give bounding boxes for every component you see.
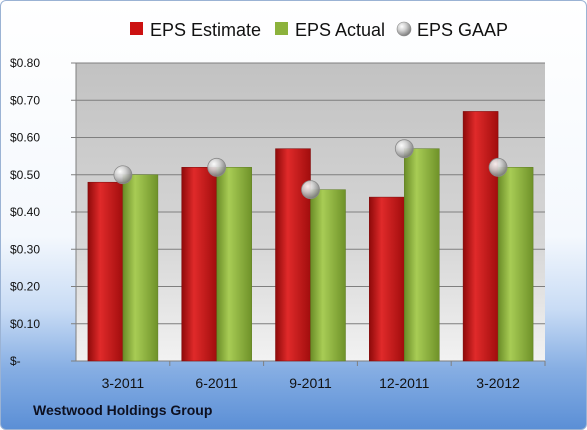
y-tick-label: $0.20 (10, 280, 40, 294)
legend-swatch (275, 22, 288, 35)
bar-eps-estimate (369, 196, 405, 362)
marker-eps-gaap (488, 157, 508, 177)
marker-eps-gaap (207, 157, 227, 177)
marker-eps-gaap (113, 165, 133, 185)
marker-eps-gaap (394, 139, 414, 159)
legend-label: EPS GAAP (417, 20, 508, 40)
bar-eps-actual (497, 167, 534, 362)
legend-label: EPS Actual (295, 20, 385, 40)
bar-eps-actual (216, 167, 252, 362)
legend-swatch (396, 21, 412, 37)
bar-eps-actual (122, 174, 159, 362)
y-tick-label: $0.70 (10, 93, 40, 107)
bar-eps-estimate (462, 111, 499, 362)
x-tick-label: 12-2011 (379, 375, 430, 391)
y-tick-label: $0.80 (10, 56, 40, 70)
bar-eps-estimate (181, 167, 217, 362)
legend-swatch (130, 22, 143, 35)
company-name: Westwood Holdings Group (33, 402, 213, 418)
y-tick-label: $0.40 (10, 205, 40, 219)
y-tick-label: $0.60 (10, 131, 40, 145)
y-tick-label: $0.50 (10, 168, 40, 182)
legend-label: EPS Estimate (150, 20, 261, 40)
bar-eps-estimate (275, 148, 311, 362)
bar-eps-estimate (87, 181, 124, 362)
y-tick-label: $0.30 (10, 242, 40, 256)
bar-eps-actual (310, 189, 346, 362)
y-tick-label: $0.10 (10, 317, 40, 331)
bar-eps-actual (404, 148, 440, 362)
x-tick-label: 9-2011 (289, 375, 332, 391)
x-tick-label: 3-2011 (102, 375, 145, 391)
marker-eps-gaap (301, 180, 320, 200)
x-tick-label: 3-2012 (476, 375, 520, 391)
x-tick-label: 6-2011 (195, 375, 238, 391)
y-tick-label: $- (10, 354, 21, 368)
